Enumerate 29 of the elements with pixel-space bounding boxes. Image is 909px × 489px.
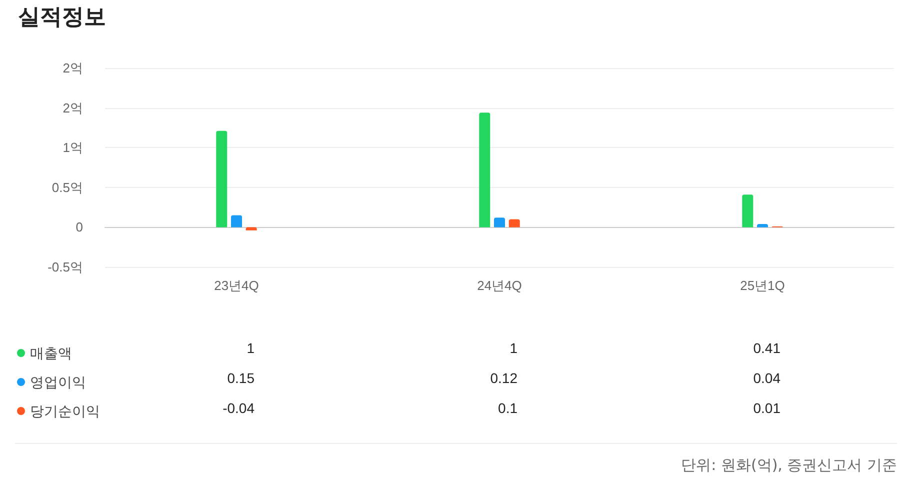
bar — [231, 215, 242, 228]
y-tick-label: -0.5억 — [48, 260, 83, 274]
data-label: 0.04 — [753, 370, 781, 386]
x-tick-label: 23년4Q — [214, 278, 259, 293]
data-label: 1 — [246, 340, 255, 356]
data-label: 0.01 — [753, 400, 781, 416]
x-tick-label: 24년4Q — [477, 278, 522, 293]
y-tick-label: 0.5억 — [52, 180, 83, 195]
y-tick-label: 2억 — [62, 60, 83, 76]
bar — [742, 194, 754, 228]
y-tick-label: 0 — [76, 220, 83, 235]
data-label: 1 — [510, 340, 518, 356]
data-label: -0.04 — [222, 400, 255, 416]
data-label: 0.1 — [498, 400, 518, 416]
data-label: 0.41 — [753, 340, 781, 356]
y-tick-label: 1억 — [62, 140, 83, 156]
y-tick-label: 2억 — [62, 100, 83, 116]
bar — [479, 112, 490, 228]
text: 단위: 원화(억), 증권신고서 기준 — [681, 456, 897, 475]
legend-label: 매출액 — [30, 345, 72, 361]
legend-label: 영업이익 — [30, 374, 86, 390]
chart-title: 실적정보 — [18, 4, 106, 32]
data-label: 0.12 — [490, 370, 518, 386]
legend-label: 당기순이익 — [30, 403, 100, 419]
bar — [494, 218, 505, 228]
bar — [216, 130, 228, 228]
data-label: 0.15 — [227, 370, 255, 386]
bar — [508, 219, 520, 228]
x-tick-label: 25년1Q — [740, 278, 785, 293]
